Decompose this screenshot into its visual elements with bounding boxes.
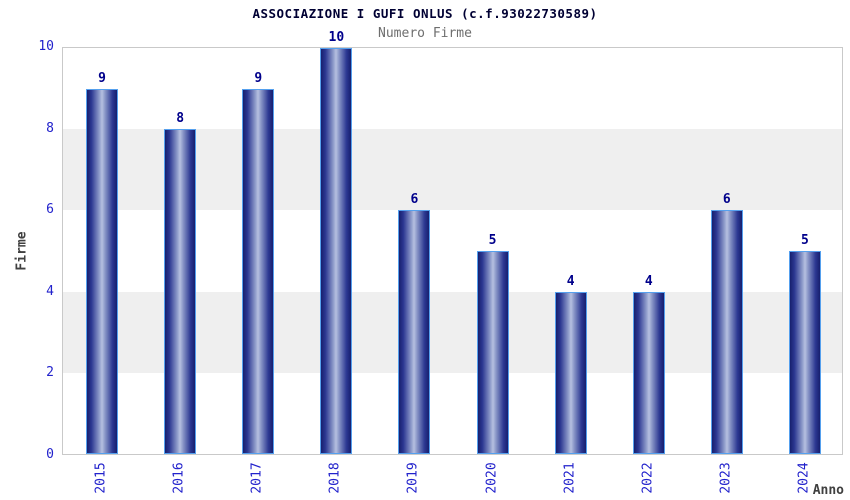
bar xyxy=(476,251,509,454)
bar-value-label: 9 xyxy=(98,70,106,86)
x-tick-label: 2020 xyxy=(484,462,500,494)
bar xyxy=(398,210,431,454)
x-tick-label: 2021 xyxy=(562,462,578,494)
y-axis-title: Firme xyxy=(14,231,30,271)
bar-value-label: 4 xyxy=(566,273,575,289)
x-tick-label: 2017 xyxy=(249,462,265,494)
y-tick-label: 4 xyxy=(46,283,54,299)
chart-subtitle: Numero Firme xyxy=(378,26,472,41)
y-tick-label: 0 xyxy=(46,447,54,462)
bar xyxy=(242,88,275,454)
chart-title: ASSOCIAZIONE I GUFI ONLUS (c.f.930227305… xyxy=(252,6,598,21)
x-tick-label: 2019 xyxy=(405,462,421,494)
bar xyxy=(86,88,119,454)
x-tick-label: 2023 xyxy=(718,462,734,494)
x-tick-label: 2015 xyxy=(93,462,109,494)
y-tick-label: 10 xyxy=(38,39,54,54)
y-tick-label: 6 xyxy=(46,202,54,218)
x-tick-label: 2018 xyxy=(327,462,343,494)
bar-value-label: 5 xyxy=(488,233,497,248)
bar-value-label: 8 xyxy=(176,111,185,127)
bar xyxy=(788,251,821,454)
bar xyxy=(632,291,665,454)
bar xyxy=(164,129,197,454)
y-tick-label: 2 xyxy=(46,365,54,381)
bar-value-label: 5 xyxy=(801,233,809,248)
x-tick-label: 2022 xyxy=(640,462,656,494)
bar-value-label: 10 xyxy=(328,30,345,45)
bar xyxy=(554,291,587,454)
y-tick-label: 8 xyxy=(46,120,54,136)
x-tick-label: 2024 xyxy=(796,462,812,494)
plot-area: 9 8 9 10 6 5 4 4 6 5 xyxy=(62,30,843,455)
bar-value-label: 6 xyxy=(410,192,419,208)
bar xyxy=(320,48,353,454)
bar-value-label: 6 xyxy=(722,192,731,208)
bar-value-label: 9 xyxy=(254,70,263,86)
bar-value-label: 4 xyxy=(644,273,653,289)
x-tick-label: 2016 xyxy=(171,462,187,494)
bar xyxy=(710,210,743,454)
x-axis-title: Anno xyxy=(812,483,844,498)
